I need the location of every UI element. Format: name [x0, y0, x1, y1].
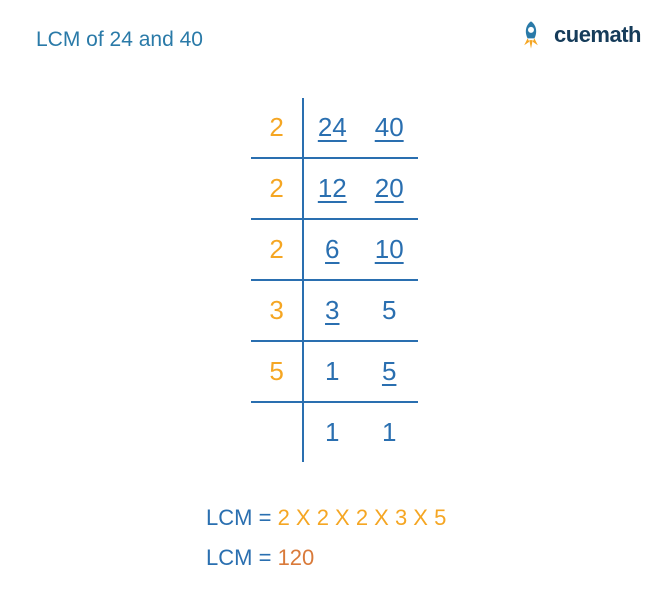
table-row: 22440: [251, 98, 417, 158]
number-cell: 1: [303, 402, 361, 462]
divisor-cell: 2: [251, 219, 302, 280]
number-cell: 5: [361, 341, 418, 402]
table-row: 2610: [251, 219, 417, 280]
lcm-expression-line: LCM = 2 X 2 X 2 X 3 X 5: [206, 498, 633, 538]
equals-sign: =: [259, 545, 272, 570]
number-cell: 3: [303, 280, 361, 341]
divisor-cell: 2: [251, 158, 302, 219]
number-cell: 1: [303, 341, 361, 402]
lcm-label: LCM: [206, 545, 252, 570]
equals-sign: =: [259, 505, 272, 530]
number-cell: 5: [361, 280, 418, 341]
table-row: 11: [251, 402, 417, 462]
division-ladder: 2244021220261033551511: [36, 98, 633, 462]
table-row: 515: [251, 341, 417, 402]
logo-text: cuemath: [554, 22, 641, 48]
number-cell: 20: [361, 158, 418, 219]
divisor-cell: 5: [251, 341, 302, 402]
brand-logo: cuemath: [514, 18, 641, 52]
lcm-label: LCM: [206, 505, 252, 530]
number-cell: 6: [303, 219, 361, 280]
lcm-results: LCM = 2 X 2 X 2 X 3 X 5 LCM = 120: [36, 498, 633, 577]
number-cell: 24: [303, 98, 361, 158]
lcm-value-line: LCM = 120: [206, 538, 633, 578]
number-cell: 12: [303, 158, 361, 219]
number-cell: 1: [361, 402, 418, 462]
divisor-cell: 3: [251, 280, 302, 341]
lcm-expression: 2 X 2 X 2 X 3 X 5: [278, 505, 447, 530]
table-row: 21220: [251, 158, 417, 219]
number-cell: 40: [361, 98, 418, 158]
rocket-icon: [514, 18, 548, 52]
number-cell: 10: [361, 219, 418, 280]
divisor-cell: 2: [251, 98, 302, 158]
table-row: 335: [251, 280, 417, 341]
lcm-value: 120: [278, 545, 315, 570]
divisor-cell: [251, 402, 302, 462]
